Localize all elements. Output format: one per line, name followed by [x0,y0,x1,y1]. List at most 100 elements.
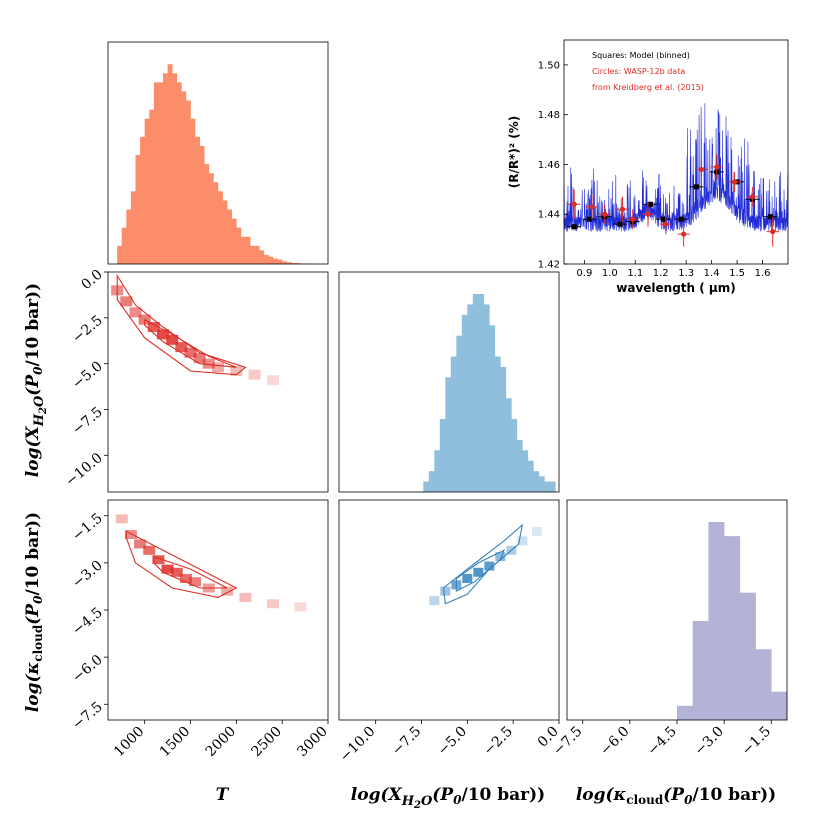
hist-bar [489,325,496,492]
hist-bar [245,236,251,264]
hist-bar [254,245,260,264]
data-point [619,206,626,212]
hist-bar [176,82,182,264]
data-point [681,231,687,237]
hist-bar [544,481,551,492]
hist-bar [461,314,468,492]
density-cell [202,358,215,369]
density-cell [115,514,128,524]
density-cell [212,362,224,373]
hist-bar [533,471,540,492]
hist-bar [286,262,292,264]
xlabel-temperature: T [216,785,230,805]
density-cell [147,322,160,332]
density-cell [134,539,147,549]
density-cell [484,561,495,571]
hist-bar [295,263,301,264]
spectrum-xlabel: wavelength ( μm) [616,281,735,295]
data-point [645,211,651,217]
hist-bar [434,450,441,492]
model-spectrum-line [563,103,789,232]
hist-bar [149,109,155,264]
hist-bar [692,621,709,720]
y-tick-label: −7.5 [69,699,105,733]
density-cell [179,574,192,584]
hist-bar [218,191,223,264]
x-tick-label: −7.5 [389,724,424,759]
panel-histogram-water [338,271,560,493]
y-tick-label: −6.0 [69,652,105,686]
hist-bar [199,145,205,264]
data-point [714,164,720,170]
hist-bar [423,481,430,492]
density-cell [193,353,206,364]
density-cell [166,334,179,345]
x-tick-label: 1000 [111,724,148,761]
hist-bar [538,476,545,492]
hist-bar [227,209,233,264]
density-cell [129,307,142,318]
density-cell [239,592,252,602]
y-tick-label: −1.5 [69,510,105,544]
hist-bar [140,136,145,264]
y-tick-label: 1.50 [538,60,560,71]
x-tick-label: −6.0 [597,724,632,759]
data-point [571,201,577,207]
hist-bar [130,191,136,264]
density-cell [495,552,506,562]
contour-line [116,273,247,376]
y-tick-label: −2.5 [69,312,105,346]
hist-bar [263,254,269,264]
model-bin-square [678,216,684,222]
hist-bar [185,100,191,264]
density-cell [175,342,188,353]
hist-bar [240,236,246,264]
x-tick-label: 1.3 [678,268,694,279]
data-point [602,211,608,217]
hist-bar [505,398,512,492]
hist-bar [511,419,518,492]
spectrum-ylabel: (R/R*)² (%) [507,116,521,189]
x-tick-label: −4.5 [644,724,679,759]
hist-bar [204,164,210,264]
hist-bar [478,294,485,492]
x-tick-label: 2000 [203,724,240,761]
x-tick-label: 1.6 [755,268,771,279]
hist-bar [724,536,741,720]
contour-line [455,549,506,592]
x-tick-label: 1.1 [627,268,643,279]
y-tick-label: −5.0 [69,358,105,392]
contour-line [442,523,524,605]
data-point [663,221,669,227]
hist-bar [755,649,772,720]
hist-bar [516,439,523,492]
density-cell [152,555,165,565]
hist-bar [126,209,132,264]
hist-bar [527,460,534,492]
density-cell [473,567,484,577]
model-bin-square [617,221,623,227]
x-tick-label: −10.0 [337,724,379,766]
hist-bar [117,245,123,264]
model-bin-square [586,216,592,222]
contour-line [144,318,237,368]
histogram-frame [338,271,560,493]
y-tick-label: 0.0 [78,267,105,294]
model-bin-square [571,224,577,230]
hist-bar [282,261,288,264]
x-tick-label: 0.9 [576,268,592,279]
x-tick-label: −2.5 [481,724,516,759]
data-point [630,216,636,222]
data-point [749,194,755,200]
panel-histogram-temperature [107,41,329,265]
hist-bar [181,91,187,264]
hist-bar [739,592,756,720]
contour-frame [338,499,560,721]
contour-frame [107,271,329,493]
y-tick-label: −7.5 [69,404,105,438]
x-tick-label: 2500 [248,724,285,761]
density-cell [184,347,197,358]
panel-contour-temperature-water: 0.0 −2.5 −5.0 −7.5 −10.0 [63,267,329,493]
hist-bar [167,64,173,264]
